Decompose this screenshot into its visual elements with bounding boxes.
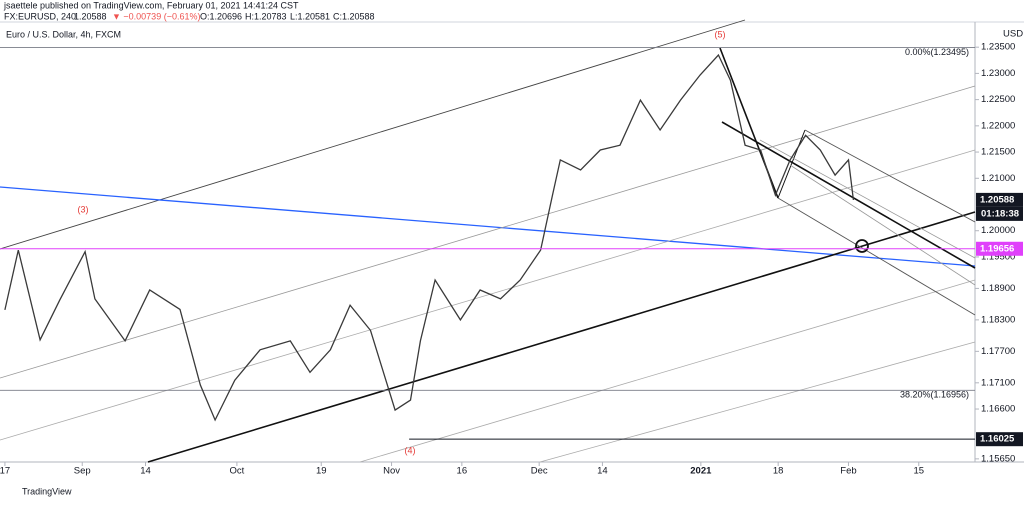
currency: USD — [1003, 29, 1023, 40]
y-tick-label: 1.17700 — [981, 346, 1015, 357]
y-tick-label: 1.18900 — [981, 283, 1015, 294]
fib-label: 0.00%(1.23495) — [905, 47, 969, 57]
y-tick-label: 1.21500 — [981, 147, 1015, 158]
y-tick-label: 1.18300 — [981, 314, 1015, 325]
price-box-label: 1.20588 — [980, 194, 1014, 205]
x-tick-label: 19 — [316, 466, 327, 477]
x-tick-label: 2021 — [690, 466, 712, 477]
price-box — [976, 241, 1023, 256]
wave-label: (5) — [715, 29, 726, 39]
chart-title: Euro / U.S. Dollar, 4h, FXCM — [6, 29, 121, 39]
high: H:1.20783 — [245, 11, 287, 21]
price-box — [976, 192, 1023, 207]
fib-label: 38.20%(1.16956) — [900, 390, 969, 400]
author-line: jsaettele published on TradingView.com, … — [3, 0, 299, 10]
y-tick-label: 1.21000 — [981, 173, 1015, 184]
countdown-box — [976, 206, 1023, 221]
last-price: 1.20588 — [74, 11, 107, 21]
x-tick-label: Dec — [531, 466, 548, 477]
y-tick-label: 1.19500 — [981, 251, 1015, 262]
x-tick-label: Nov — [383, 466, 400, 477]
y-tick-label: 1.22500 — [981, 94, 1015, 105]
x-tick-label: 14 — [597, 466, 608, 477]
price-box-label: 1.19656 — [980, 243, 1014, 254]
close: C:1.20588 — [333, 11, 375, 21]
x-tick-label: 17 — [0, 466, 10, 477]
change: ▼ −0.00739 (−0.61%) — [112, 11, 200, 21]
y-tick-label: 1.22000 — [981, 120, 1015, 131]
price-line — [4, 53, 855, 422]
footer-brand: TradingView — [22, 486, 72, 496]
wave-label: (4) — [405, 445, 416, 455]
low: L:1.20581 — [290, 11, 330, 21]
x-tick-label: Oct — [230, 466, 245, 477]
countdown: 01:18:38 — [981, 208, 1019, 219]
y-tick-label: 1.17100 — [981, 377, 1015, 388]
x-tick-label: 18 — [773, 466, 784, 477]
y-tick-label: 1.23500 — [981, 42, 1015, 53]
x-tick-label: 16 — [457, 466, 468, 477]
x-tick-label: Sep — [74, 466, 91, 477]
price-box-label: 1.16025 — [980, 434, 1015, 445]
open: O:1.20696 — [200, 11, 242, 21]
y-tick-label: 1.23000 — [981, 68, 1015, 79]
drawings — [0, 19, 976, 463]
price-box — [976, 432, 1023, 447]
x-tick-label: 14 — [140, 466, 151, 477]
y-tick-label: 1.16600 — [981, 404, 1015, 415]
wave-label: (3) — [78, 204, 89, 214]
x-tick-label: Feb — [840, 466, 856, 477]
symbol: FX:EURUSD, 240 — [4, 11, 76, 21]
y-tick-label: 1.15650 — [981, 453, 1015, 464]
y-tick-label: 1.20000 — [981, 225, 1015, 236]
x-tick-label: 15 — [913, 466, 924, 477]
